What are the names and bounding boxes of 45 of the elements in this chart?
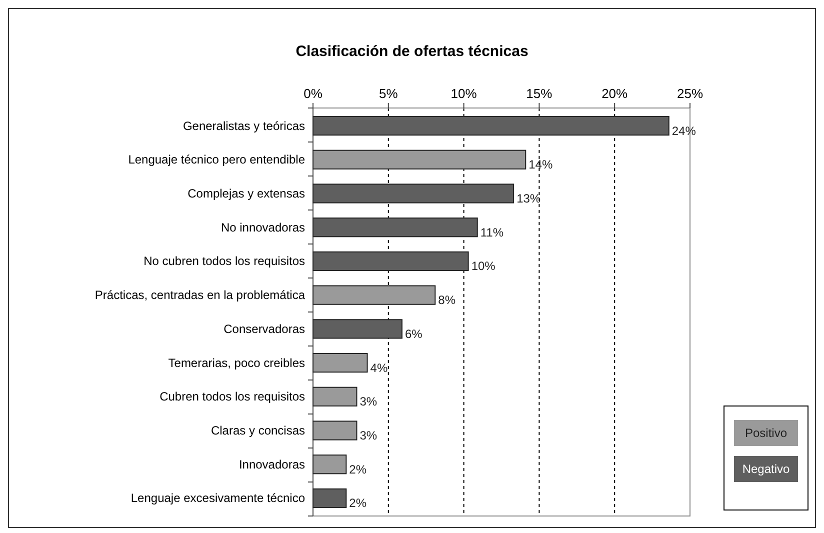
data-label: 24% — [672, 124, 696, 138]
y-tick-label: Generalistas y teóricas — [182, 118, 305, 133]
data-label: 8% — [438, 293, 456, 308]
text: Positivo — [744, 426, 788, 440]
y-tick-label: Innovadoras — [238, 457, 305, 472]
y-tick-label: Temerarias, poco creibles — [168, 356, 305, 370]
bar — [312, 218, 478, 238]
y-tick-label: Lenguaje técnico pero entendible — [128, 152, 306, 167]
data-label: 3% — [360, 394, 378, 409]
x-tick-label: 25% — [676, 86, 704, 101]
x-tick-label: 15% — [526, 86, 553, 101]
bar — [312, 454, 347, 474]
y-tick-label: Complejas y extensas — [188, 186, 305, 200]
bar — [312, 352, 368, 373]
chart-title: Clasificación de ofertas técnicas — [296, 43, 528, 60]
y-tick-label: Lenguaje excesivamente técnico — [130, 491, 306, 506]
data-label: 11% — [480, 225, 504, 240]
bar — [312, 386, 358, 406]
data-label: 13% — [516, 191, 541, 206]
y-tick-label: Claras y concisas — [210, 424, 305, 438]
y-tick-label: Conservadoras — [224, 322, 305, 336]
bar — [312, 116, 670, 136]
data-label: 2% — [349, 496, 367, 510]
bar — [312, 251, 469, 272]
text: Negativo — [742, 462, 790, 476]
x-tick-label: 5% — [379, 86, 398, 101]
x-tick-label: 0% — [304, 86, 323, 101]
y-tick-label: Cubren todos los requisitos — [160, 390, 305, 404]
x-tick-label: 10% — [450, 86, 478, 101]
bar — [312, 319, 402, 339]
data-label: 4% — [370, 360, 388, 375]
y-tick-label: No innovadoras — [220, 220, 305, 234]
bar — [312, 488, 347, 508]
y-tick-label: No cubren todos los requisitos — [144, 254, 305, 268]
data-label: 6% — [404, 326, 423, 341]
bar — [312, 285, 436, 305]
data-label: 2% — [349, 462, 367, 476]
data-label: 3% — [360, 428, 378, 443]
x-tick-label: 20% — [602, 86, 628, 101]
data-label: 14% — [528, 158, 553, 172]
bar — [312, 150, 526, 170]
bar — [312, 420, 358, 440]
data-label: 10% — [471, 259, 496, 274]
y-tick-label: Prácticas, centradas en la problemática — [94, 288, 306, 302]
bar — [312, 184, 514, 204]
